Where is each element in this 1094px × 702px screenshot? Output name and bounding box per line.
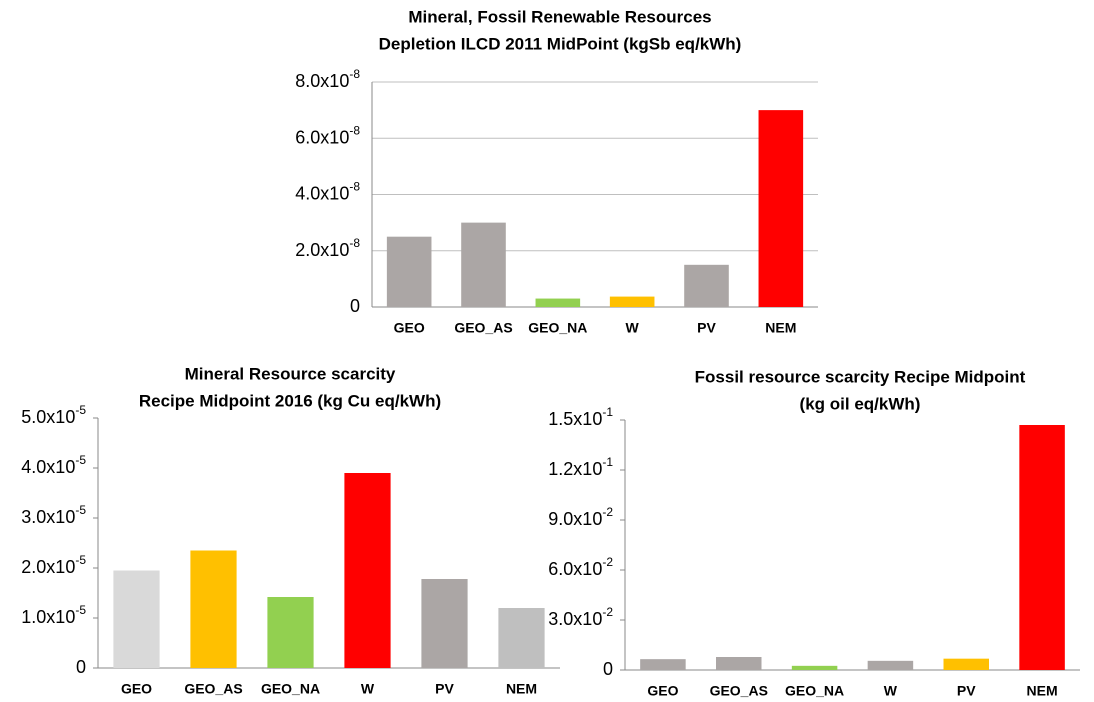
bar: [758, 110, 804, 307]
chart-title: Mineral Resource scarcity: [185, 364, 396, 383]
chart-title: Fossil resource scarcity Recipe Midpoint: [695, 367, 1026, 386]
y-tick-label: 9.0x10-2: [548, 505, 613, 529]
x-tick-label: W: [626, 320, 640, 336]
y-tick-label: 4.0x10-5: [21, 453, 86, 477]
x-tick-label: GEO_AS: [710, 683, 768, 699]
x-tick-label: W: [361, 681, 375, 697]
y-tick-label: 5.0x10-5: [21, 403, 86, 427]
y-tick-label: 6.0x10-8: [295, 123, 360, 147]
y-tick-label: 1.2x10-1: [548, 455, 613, 479]
bar: [386, 236, 432, 307]
bar: [344, 473, 391, 668]
bar: [461, 222, 506, 307]
x-tick-label: GEO: [394, 320, 425, 336]
chart-title: Recipe Midpoint 2016 (kg Cu eq/kWh): [139, 391, 441, 410]
bar: [867, 660, 914, 670]
bar: [498, 608, 545, 668]
x-tick-label: PV: [697, 320, 716, 336]
y-tick-label: 0: [350, 296, 360, 316]
x-tick-label: NEM: [506, 681, 537, 697]
y-tick-label: 0: [76, 657, 86, 677]
y-tick-label: 1.0x10-5: [21, 603, 86, 627]
bar: [190, 550, 237, 668]
bar: [535, 298, 581, 307]
y-tick-label: 0: [603, 659, 613, 679]
y-tick-label: 2.0x10-5: [21, 553, 86, 577]
y-tick-label: 4.0x10-8: [295, 180, 360, 204]
y-tick-label: 1.5x10-1: [548, 405, 613, 429]
x-tick-label: GEO: [121, 681, 152, 697]
chart-title: Mineral, Fossil Renewable Resources: [408, 7, 711, 26]
x-tick-label: W: [884, 683, 898, 699]
x-tick-label: GEO: [647, 683, 678, 699]
bar: [791, 665, 838, 670]
x-tick-label: PV: [957, 683, 976, 699]
y-tick-label: 8.0x10-8: [295, 67, 360, 91]
chart-title: Depletion ILCD 2011 MidPoint (kgSb eq/kW…: [379, 34, 742, 53]
x-tick-label: GEO_NA: [785, 683, 844, 699]
x-tick-label: GEO_NA: [261, 681, 320, 697]
bar: [1019, 425, 1065, 670]
x-tick-label: GEO_AS: [184, 681, 242, 697]
bar: [716, 657, 762, 670]
bar: [113, 570, 160, 668]
y-tick-label: 3.0x10-2: [548, 605, 613, 629]
bar: [684, 264, 729, 307]
y-tick-label: 6.0x10-2: [548, 555, 613, 579]
x-tick-label: GEO_NA: [528, 320, 587, 336]
bar: [640, 659, 686, 670]
x-tick-label: GEO_AS: [454, 320, 512, 336]
x-tick-label: NEM: [1027, 683, 1058, 699]
y-tick-label: 2.0x10-8: [295, 236, 360, 260]
chart-title: (kg oil eq/kWh): [800, 394, 921, 413]
x-tick-label: PV: [435, 681, 454, 697]
bar: [609, 296, 655, 307]
bar: [421, 579, 468, 668]
x-tick-label: NEM: [765, 320, 796, 336]
bar: [943, 658, 989, 670]
bar: [267, 597, 314, 668]
y-tick-label: 3.0x10-5: [21, 503, 86, 527]
